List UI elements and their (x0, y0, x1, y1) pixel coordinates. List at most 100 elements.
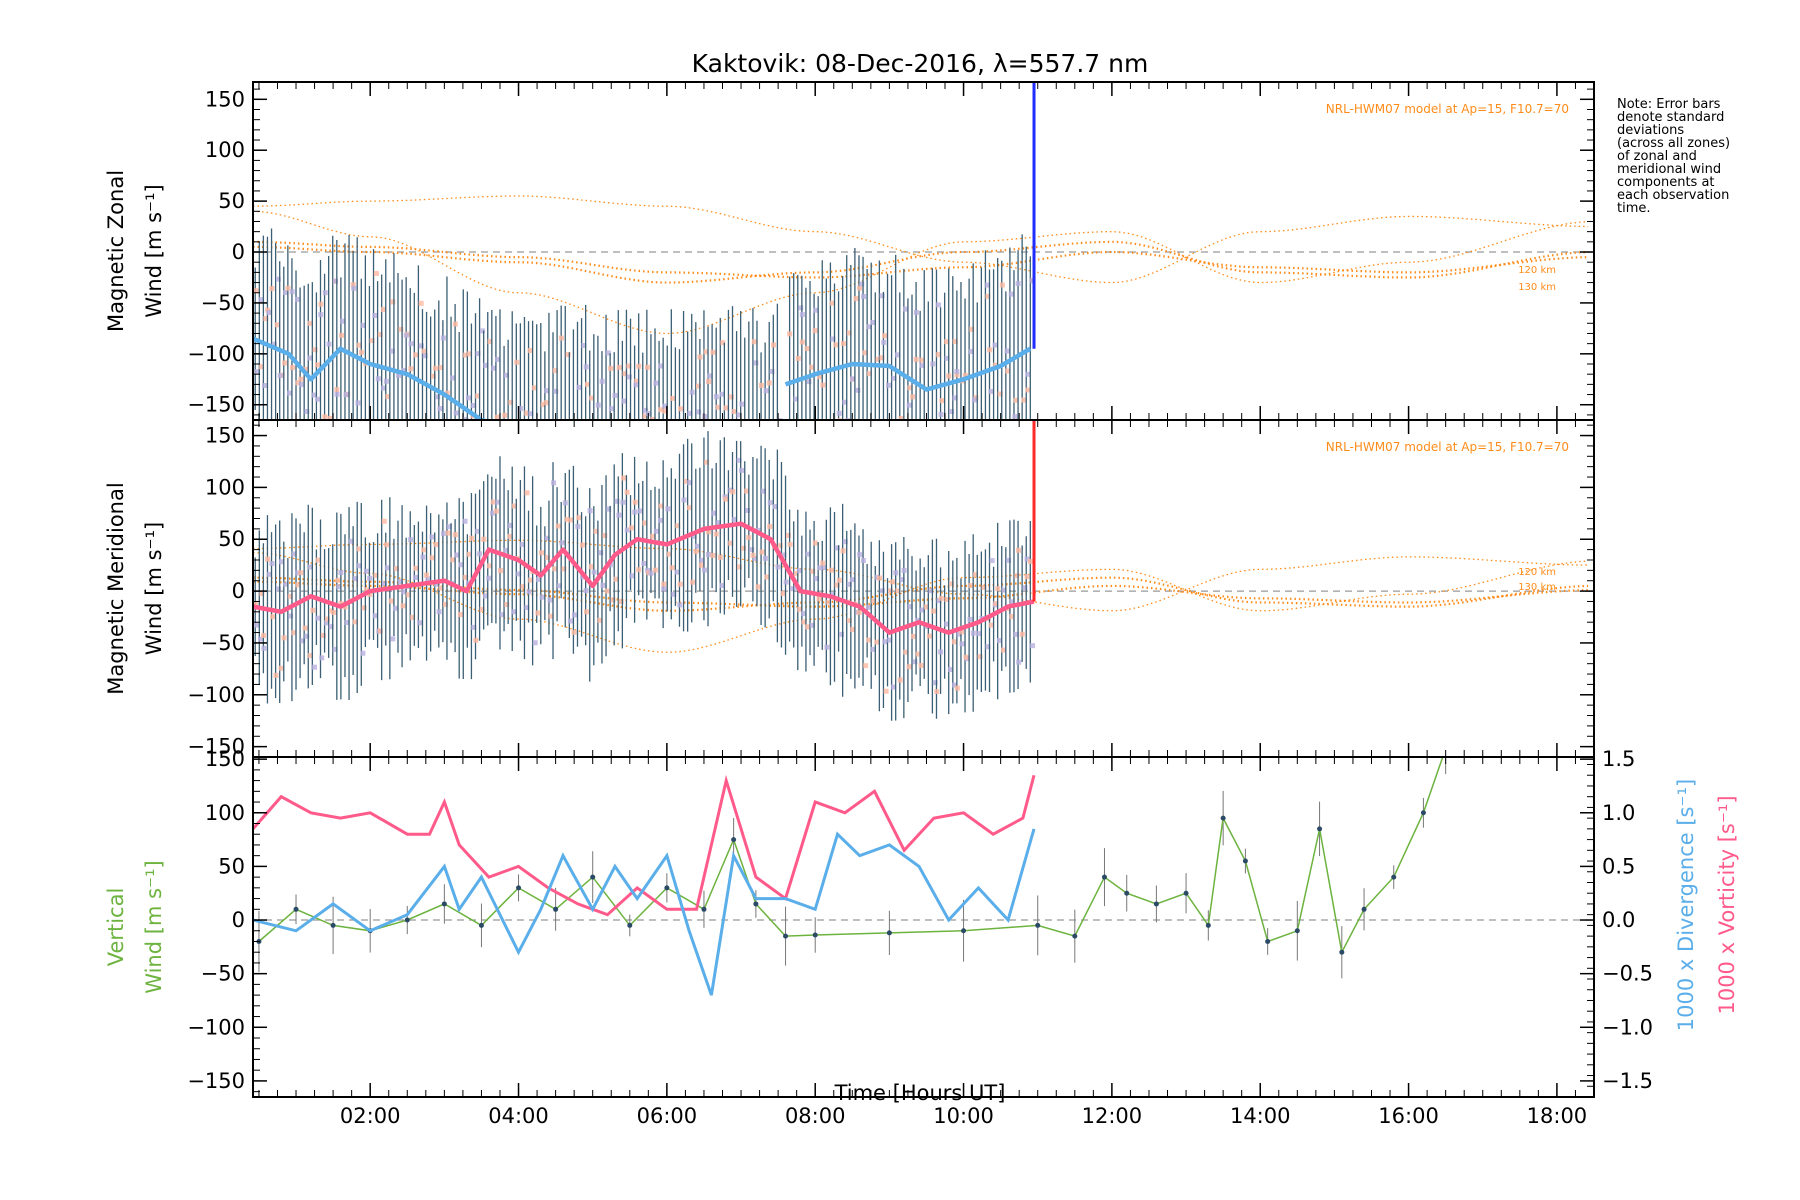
scatter-point (653, 528, 659, 534)
scatter-point (895, 352, 901, 358)
scatter-point (443, 601, 449, 607)
scatter-point (840, 341, 846, 347)
scatter-point (658, 363, 664, 369)
scatter-point (544, 388, 550, 394)
scatter-point (746, 535, 752, 541)
scatter-point (397, 578, 403, 584)
scatter-point (435, 394, 441, 400)
scatter-point (1010, 444, 1015, 449)
scatter-point (698, 477, 703, 482)
scatter-point (353, 576, 359, 582)
right-tick-label: 1.0 (1602, 801, 1635, 825)
scatter-point (636, 363, 642, 369)
scatter-point (678, 406, 684, 412)
model-curve (253, 240, 1589, 279)
scatter-point (912, 659, 918, 665)
vertical-wind-point (553, 906, 559, 912)
scatter-point (662, 403, 668, 409)
scatter-point (564, 516, 570, 522)
scatter-point (1022, 437, 1027, 442)
scatter-point (977, 427, 982, 432)
scatter-point (938, 411, 944, 417)
y-tick-label: −150 (187, 735, 245, 759)
scatter-point (987, 347, 993, 353)
scatter-point (552, 368, 558, 374)
scatter-point (874, 639, 880, 645)
scatter-point (400, 603, 406, 609)
scatter-point (477, 551, 483, 557)
scatter-point (438, 365, 444, 371)
scatter-point (253, 601, 259, 607)
scatter-point (621, 398, 627, 404)
scatter-point (809, 364, 815, 370)
scatter-point (634, 378, 640, 384)
scatter-point (1005, 368, 1011, 374)
scatter-point (903, 306, 909, 312)
scatter-point (836, 577, 842, 583)
scatter-point (789, 586, 795, 592)
scatter-point (382, 581, 388, 587)
scatter-point (571, 629, 577, 635)
scatter-point (857, 552, 863, 558)
scatter-point (761, 488, 767, 494)
scatter-point (776, 427, 781, 432)
vertical-wind-point (1220, 815, 1226, 821)
scatter-point (936, 302, 942, 308)
scatter-point (861, 294, 867, 300)
scatter-point (561, 566, 567, 572)
y-tick-label: 100 (205, 801, 245, 825)
mean-wind-line (784, 346, 1032, 392)
scatter-point (493, 508, 499, 514)
scatter-point (457, 448, 462, 453)
scatter-point (1017, 423, 1022, 428)
scatter-point (846, 581, 852, 587)
scatter-point (756, 439, 761, 444)
scatter-point (979, 421, 984, 426)
scatter-point (285, 285, 291, 291)
scatter-point (307, 653, 313, 659)
scatter-point (728, 540, 734, 546)
x-tick-label: 16:00 (1378, 1104, 1439, 1128)
scatter-point (583, 364, 589, 370)
scatter-point (834, 545, 840, 551)
scatter-point (1019, 631, 1025, 637)
scatter-point (924, 604, 930, 610)
vertical-wind-point (1420, 810, 1426, 816)
scatter-point (731, 409, 737, 415)
scatter-point (849, 577, 855, 583)
scatter-point (324, 616, 330, 622)
scatter-point (540, 402, 546, 408)
scatter-point (491, 365, 497, 371)
scatter-point (614, 498, 620, 504)
scatter-point (793, 570, 799, 576)
vertical-wind-point (293, 906, 299, 912)
scatter-point (486, 575, 492, 581)
scatter-point (946, 373, 952, 379)
scatter-point (258, 297, 264, 303)
panel-vertical: 1.5 1.0 0.5 0.0 −0.5 −1.0 −1.5 1000 x Divergenc… (104, 747, 1739, 1098)
scatter-point (495, 356, 501, 362)
scatter-point (658, 517, 664, 523)
scatter-point (418, 300, 424, 306)
scatter-point (257, 636, 263, 642)
scatter-point (351, 285, 357, 291)
vertical-wind-point (627, 922, 633, 928)
scatter-point (360, 650, 366, 656)
scatter-point (692, 424, 697, 429)
scatter-point (589, 395, 595, 401)
scatter-point (312, 664, 318, 670)
scatter-point (524, 490, 530, 496)
scatter-point (495, 499, 501, 505)
scatter-point (440, 530, 446, 536)
panel-meridional: NRL-HWM07 model at Ap=15, F10.7=70 120 km… (104, 419, 1595, 759)
scatter-point (976, 631, 982, 637)
scatter-point (626, 374, 632, 380)
scatter-point (490, 499, 496, 505)
scatter-point (764, 574, 770, 580)
scatter-point (1024, 556, 1030, 562)
model-label: NRL-HWM07 model at Ap=15, F10.7=70 (1326, 440, 1569, 454)
scatter-point (695, 383, 701, 389)
scatter-point (723, 496, 729, 502)
scatter-point (866, 371, 872, 377)
note-line: time. (1617, 201, 1651, 216)
